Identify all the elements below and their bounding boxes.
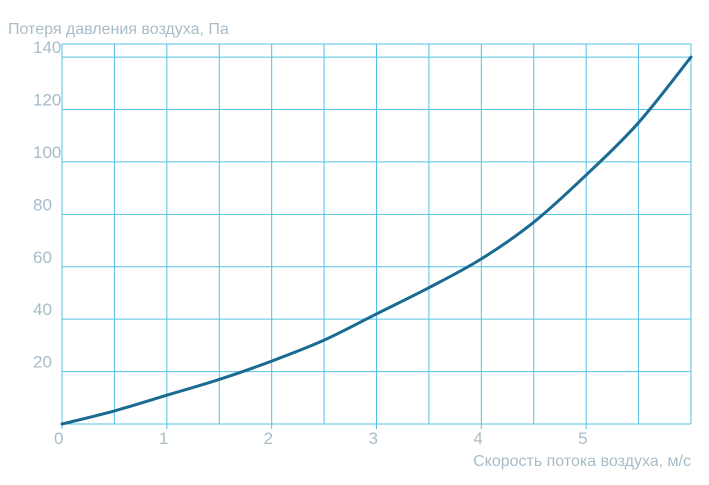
x-tick-label: 3 xyxy=(369,429,378,448)
tick-labels: 20 40 60 80 100 120 140 0 1 2 3 4 5 xyxy=(33,38,588,448)
x-tick-label: 1 xyxy=(159,429,168,448)
x-tick-label: 2 xyxy=(264,429,273,448)
y-tick-label: 80 xyxy=(33,195,52,214)
x-tick-label: 4 xyxy=(473,429,482,448)
y-tick-label: 40 xyxy=(33,300,52,319)
series-line-0 xyxy=(60,55,693,426)
y-tick-label: 100 xyxy=(33,143,61,162)
x-tick-label: 5 xyxy=(578,429,587,448)
x-tick-label: 0 xyxy=(54,429,63,448)
y-tick-label: 120 xyxy=(33,91,61,110)
x-axis-title: Скорость потока воздуха, м/с xyxy=(473,453,691,470)
y-tick-label: 60 xyxy=(33,248,52,267)
grid xyxy=(61,43,692,429)
y-tick-label: 140 xyxy=(33,38,61,57)
y-axis-title: Потеря давления воздуха, Па xyxy=(8,21,229,38)
curve-layer xyxy=(60,55,693,426)
y-tick-label: 20 xyxy=(33,353,52,372)
